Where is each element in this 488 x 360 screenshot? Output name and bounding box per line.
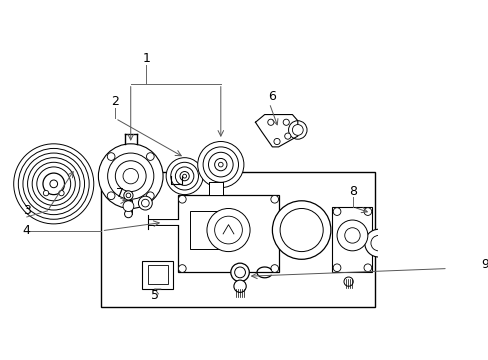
- Circle shape: [98, 144, 163, 208]
- Circle shape: [273, 139, 280, 145]
- Circle shape: [270, 195, 278, 203]
- Circle shape: [203, 147, 238, 182]
- Circle shape: [332, 264, 340, 271]
- Circle shape: [370, 235, 386, 251]
- Circle shape: [178, 195, 186, 203]
- Circle shape: [363, 208, 371, 215]
- Circle shape: [363, 264, 371, 271]
- Circle shape: [270, 265, 278, 273]
- Circle shape: [124, 210, 132, 218]
- Circle shape: [18, 148, 89, 219]
- Text: 1: 1: [142, 52, 150, 65]
- Circle shape: [146, 192, 154, 199]
- Bar: [142, 261, 173, 289]
- Circle shape: [288, 121, 306, 139]
- Circle shape: [214, 158, 226, 171]
- Circle shape: [115, 161, 146, 192]
- Text: 6: 6: [268, 90, 276, 103]
- Text: 9: 9: [480, 258, 488, 271]
- Circle shape: [234, 267, 245, 278]
- Circle shape: [197, 141, 244, 188]
- Text: 3: 3: [23, 204, 31, 217]
- Bar: [124, 200, 132, 214]
- Circle shape: [123, 191, 133, 200]
- Text: 5: 5: [151, 289, 159, 302]
- Circle shape: [107, 192, 115, 199]
- Circle shape: [175, 167, 193, 185]
- Bar: [209, 181, 223, 195]
- Circle shape: [183, 174, 186, 178]
- Bar: [102, 172, 374, 307]
- Circle shape: [146, 153, 154, 161]
- Circle shape: [107, 153, 115, 161]
- Circle shape: [126, 193, 130, 198]
- Circle shape: [218, 162, 223, 167]
- Circle shape: [59, 190, 64, 196]
- Circle shape: [141, 199, 149, 207]
- Circle shape: [32, 162, 75, 206]
- Circle shape: [364, 229, 392, 257]
- Circle shape: [170, 162, 198, 190]
- Circle shape: [233, 280, 246, 292]
- Circle shape: [27, 158, 80, 210]
- Circle shape: [43, 190, 49, 196]
- Circle shape: [166, 158, 203, 195]
- Text: 4: 4: [23, 224, 31, 237]
- Circle shape: [123, 168, 138, 184]
- Bar: [332, 207, 372, 273]
- Circle shape: [267, 119, 273, 125]
- Circle shape: [206, 208, 249, 252]
- Circle shape: [123, 201, 134, 212]
- Circle shape: [37, 167, 71, 201]
- Circle shape: [272, 201, 330, 259]
- Circle shape: [332, 208, 340, 215]
- Text: 7: 7: [116, 187, 123, 201]
- Circle shape: [283, 119, 289, 125]
- Circle shape: [230, 263, 249, 282]
- Circle shape: [208, 152, 233, 177]
- Polygon shape: [255, 114, 297, 147]
- Circle shape: [14, 144, 94, 224]
- Circle shape: [284, 133, 290, 139]
- Bar: [147, 265, 167, 284]
- Circle shape: [50, 180, 58, 188]
- Circle shape: [180, 171, 189, 181]
- Circle shape: [43, 173, 64, 195]
- Circle shape: [280, 208, 323, 252]
- Circle shape: [344, 228, 360, 243]
- Bar: [190, 211, 228, 249]
- Circle shape: [178, 265, 186, 273]
- Circle shape: [292, 125, 303, 135]
- Circle shape: [343, 277, 352, 286]
- Bar: [178, 195, 278, 273]
- Circle shape: [214, 216, 242, 244]
- Circle shape: [138, 196, 152, 210]
- Circle shape: [107, 153, 154, 199]
- Circle shape: [23, 153, 84, 215]
- Text: 8: 8: [348, 185, 357, 198]
- Text: 2: 2: [111, 95, 119, 108]
- Circle shape: [336, 220, 367, 251]
